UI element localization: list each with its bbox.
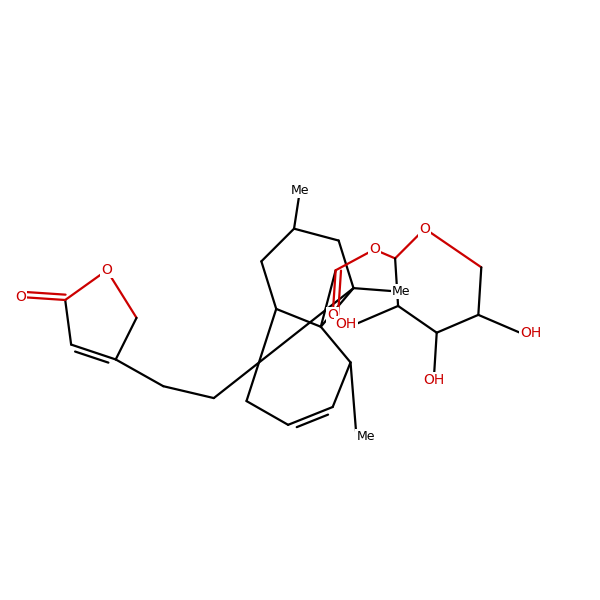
- Text: Me: Me: [392, 284, 410, 298]
- Text: O: O: [101, 263, 112, 277]
- Text: O: O: [327, 308, 338, 322]
- Text: OH: OH: [423, 373, 445, 387]
- Text: Me: Me: [291, 184, 309, 197]
- Text: OH: OH: [520, 326, 541, 340]
- Text: O: O: [419, 221, 430, 236]
- Text: O: O: [15, 290, 26, 304]
- Text: Me: Me: [356, 430, 375, 443]
- Text: OH: OH: [335, 317, 356, 331]
- Text: O: O: [369, 242, 380, 256]
